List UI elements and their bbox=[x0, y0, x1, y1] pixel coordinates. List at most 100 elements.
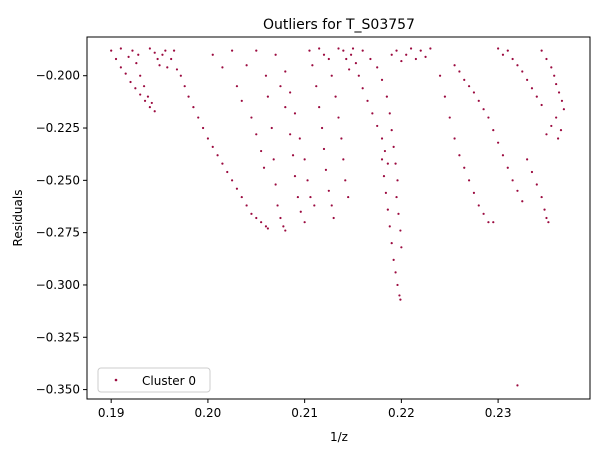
scatter-point bbox=[535, 183, 538, 186]
scatter-point bbox=[279, 85, 282, 88]
scatter-point bbox=[330, 204, 333, 207]
scatter-point bbox=[424, 55, 427, 58]
scatter-point bbox=[556, 137, 560, 140]
scatter-point bbox=[250, 116, 253, 119]
scatter-point bbox=[272, 158, 275, 161]
scatter-point bbox=[380, 78, 384, 81]
scatter-point bbox=[550, 66, 553, 69]
y-tick-label: −0.350 bbox=[36, 383, 80, 397]
scatter-point bbox=[348, 68, 351, 71]
scatter-point bbox=[482, 108, 485, 111]
plot-frame bbox=[86, 36, 591, 400]
scatter-point bbox=[383, 149, 387, 153]
scatter-point bbox=[221, 162, 224, 165]
scatter-point bbox=[293, 175, 297, 178]
legend-marker bbox=[114, 378, 118, 382]
scatter-point bbox=[477, 204, 480, 207]
scatter-point bbox=[458, 154, 461, 157]
scatter-point bbox=[327, 57, 330, 61]
legend-box bbox=[97, 367, 211, 393]
scatter-point bbox=[361, 87, 364, 90]
scatter-point bbox=[472, 191, 476, 194]
scatter-point bbox=[511, 179, 514, 182]
scatter-point bbox=[153, 110, 156, 113]
scatter-point bbox=[230, 49, 234, 52]
scatter-point bbox=[467, 179, 471, 182]
scatter-point bbox=[419, 49, 422, 52]
scatter-point bbox=[477, 99, 480, 102]
scatter-point bbox=[438, 74, 442, 77]
scatter-point bbox=[303, 221, 306, 224]
scatter-point bbox=[308, 49, 311, 52]
scatter-point bbox=[545, 216, 548, 220]
scatter-point bbox=[262, 166, 266, 169]
scatter-point bbox=[506, 166, 509, 169]
scatter-point bbox=[134, 87, 137, 90]
scatter-point bbox=[516, 189, 519, 192]
scatter-point bbox=[264, 74, 268, 77]
scatter-point bbox=[221, 66, 224, 69]
x-axis-ticks: 0.19 0.20 0.21 0.22 0.23 bbox=[98, 399, 511, 420]
scatter-point bbox=[240, 99, 243, 102]
scatter-point bbox=[156, 57, 159, 61]
scatter-point bbox=[448, 116, 451, 119]
scatter-point bbox=[309, 195, 312, 199]
scatter-point bbox=[526, 158, 529, 161]
scatter-point bbox=[146, 95, 150, 98]
scatter-point bbox=[276, 204, 279, 207]
y-tick-label: −0.200 bbox=[36, 69, 80, 83]
scatter-point bbox=[371, 112, 374, 115]
scatter-point bbox=[299, 210, 302, 213]
x-tick-label: 0.19 bbox=[98, 406, 125, 420]
y-tick-label: −0.300 bbox=[36, 278, 80, 292]
scatter-point bbox=[166, 66, 169, 69]
scatter-point bbox=[260, 221, 263, 224]
scatter-point bbox=[135, 62, 138, 65]
scatter-point bbox=[337, 47, 340, 50]
scatter-point bbox=[526, 78, 529, 81]
scatter-point bbox=[361, 49, 364, 52]
scatter-point bbox=[245, 64, 248, 67]
scatter-point bbox=[382, 175, 386, 178]
scatter-point bbox=[380, 158, 384, 161]
scatter-point bbox=[150, 101, 153, 105]
scatter-point bbox=[521, 200, 524, 203]
scatter-point bbox=[487, 116, 490, 119]
scatter-point bbox=[143, 99, 147, 102]
scatter-point bbox=[516, 384, 519, 387]
scatter-point bbox=[395, 49, 398, 52]
scatter-point bbox=[342, 158, 345, 161]
scatter-point bbox=[320, 126, 324, 130]
scatter-point bbox=[119, 47, 122, 50]
scatter-point bbox=[124, 72, 127, 75]
scatter-point bbox=[298, 137, 301, 140]
scatter-point bbox=[192, 105, 195, 109]
scatter-point bbox=[547, 221, 550, 224]
scatter-point bbox=[394, 162, 397, 165]
scatter-point bbox=[386, 162, 389, 165]
scatter-point bbox=[492, 221, 495, 224]
scatter-point bbox=[291, 154, 295, 157]
scatter-point bbox=[322, 53, 326, 56]
scatter-point bbox=[274, 53, 277, 56]
scatter-point bbox=[142, 85, 146, 88]
scatter-point bbox=[235, 85, 239, 88]
scatter-point bbox=[279, 216, 282, 220]
scatter-point bbox=[131, 49, 134, 52]
scatter-point bbox=[405, 53, 408, 56]
scatter-point bbox=[349, 53, 353, 56]
scatter-point bbox=[197, 116, 200, 119]
chart-title: Outliers for T_S03757 bbox=[263, 17, 415, 33]
scatter-point bbox=[266, 95, 269, 98]
scatter-point bbox=[345, 57, 348, 61]
scatter-point bbox=[137, 53, 140, 56]
scatter-point bbox=[230, 179, 234, 182]
scatter-point bbox=[521, 70, 524, 73]
scatter-point bbox=[322, 147, 326, 151]
scatter-point bbox=[344, 179, 347, 182]
scatter-point bbox=[129, 80, 132, 84]
scatter-point bbox=[148, 105, 151, 109]
y-axis-label: Residuals bbox=[11, 190, 25, 247]
scatter-point bbox=[530, 170, 534, 174]
